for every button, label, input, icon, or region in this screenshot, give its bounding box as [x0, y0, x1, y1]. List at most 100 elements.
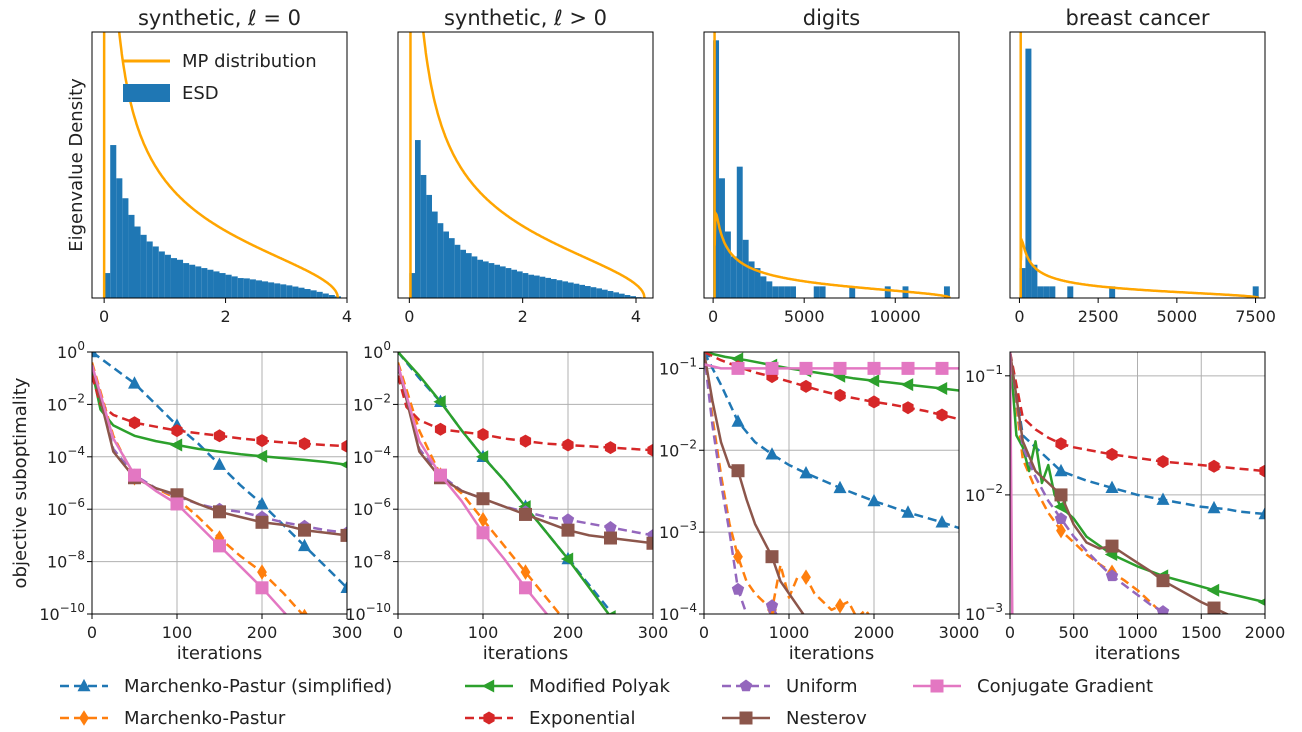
esd-bar	[471, 256, 478, 298]
x-tick-label: 2500	[1078, 307, 1119, 326]
esd-bar	[819, 286, 826, 298]
esd-bar	[713, 40, 720, 298]
series-marker	[434, 422, 447, 436]
legend-label: MP distribution	[182, 51, 317, 72]
legend-marker	[79, 710, 89, 726]
x-tick-label: 2000	[1245, 623, 1286, 642]
esd-bar	[437, 223, 444, 298]
legend-label: Nesterov	[786, 708, 867, 729]
y-tick-label: 10−3	[659, 519, 697, 542]
series-marker	[171, 424, 183, 438]
esd-bar	[304, 289, 311, 298]
series-marker	[1056, 522, 1066, 539]
series-marker	[647, 443, 653, 457]
esd-bar	[730, 256, 737, 298]
series-marker	[833, 361, 847, 375]
esd-bar	[466, 253, 472, 298]
series-marker	[301, 608, 308, 614]
esd-bar	[274, 283, 281, 298]
esd-bar	[328, 295, 335, 298]
series-marker	[1055, 437, 1067, 451]
series-marker	[834, 388, 846, 402]
hist-panel-3: 0 5000 10000 digits	[703, 6, 960, 326]
series-line	[1010, 352, 1164, 614]
series-marker	[562, 438, 574, 452]
series-marker	[799, 466, 813, 479]
series-marker	[936, 408, 948, 422]
esd-bar	[494, 264, 500, 298]
plot-area	[92, 352, 347, 614]
hist-panel-4: 0 2500 5000 7500 breast cancer	[1009, 6, 1276, 326]
series-marker	[1207, 500, 1221, 514]
esd-bar	[624, 295, 631, 298]
x-tick-label: 4	[631, 307, 641, 326]
esd-bar	[596, 288, 602, 298]
x-tick-label: 2	[220, 307, 230, 326]
x-tick-label: 3000	[939, 623, 980, 642]
x-tick-label: 0	[1005, 623, 1015, 642]
legend-label: Marchenko-Pastur (simplified)	[124, 676, 392, 697]
series-line	[704, 352, 778, 614]
esd-bar	[443, 231, 449, 298]
x-tick-label: 2	[518, 307, 528, 326]
series-line	[1010, 352, 1169, 614]
esd-bar	[415, 140, 421, 298]
esd-bar	[813, 286, 820, 298]
series-line	[704, 352, 805, 614]
x-tick-label: 100	[162, 623, 193, 642]
panel-title: breast cancer	[1066, 6, 1210, 30]
esd-bar	[152, 246, 159, 298]
plot-area	[1010, 352, 1265, 614]
series-marker	[1053, 500, 1067, 514]
x-tick-label: 500	[1058, 623, 1089, 642]
esd-bar	[790, 286, 796, 298]
esd-bar	[280, 284, 287, 298]
mp-curve	[1019, 237, 1260, 298]
conv-panel-3: 0 1000 2000 3000 10−1 10−2 10−3 10−4 iterations	[659, 351, 980, 664]
esd-bar	[110, 145, 117, 298]
hist-panel-2: 0 2 4 synthetic, ℓ > 0	[397, 6, 654, 326]
panel-title: synthetic, ℓ > 0	[444, 6, 607, 30]
series-marker	[519, 507, 532, 521]
series-marker	[1259, 464, 1265, 478]
series-marker	[213, 505, 226, 519]
top-legend: MP distribution ESD	[123, 51, 317, 104]
esd-bar	[772, 286, 779, 298]
x-tick-label: 300	[638, 623, 669, 642]
series-marker	[340, 528, 347, 542]
plot-area	[1019, 32, 1260, 298]
series-marker	[765, 599, 779, 612]
esd-bar	[1252, 286, 1259, 298]
esd-bar	[134, 226, 141, 298]
esd-bar	[201, 268, 208, 298]
esd-bar	[784, 286, 791, 298]
y-tick-label: 10−4	[353, 444, 391, 467]
esd-bar	[219, 273, 226, 298]
series-marker	[254, 449, 268, 463]
series-marker	[561, 513, 575, 525]
x-tick-label: 1000	[1117, 623, 1158, 642]
esd-bar	[1109, 286, 1116, 298]
esd-bar	[500, 266, 506, 298]
series-marker	[646, 536, 653, 550]
x-axis-label: iterations	[1095, 643, 1180, 664]
series-marker	[298, 523, 311, 537]
series-marker	[1258, 506, 1265, 520]
series-marker	[1156, 605, 1170, 614]
esd-bar	[545, 277, 551, 298]
x-tick-label: 1000	[769, 623, 810, 642]
y-tick-label: 10−6	[353, 496, 391, 519]
legend-label: Exponential	[529, 708, 635, 729]
esd-bar	[249, 279, 256, 298]
legend-label: Conjugate Gradient	[977, 676, 1153, 697]
x-tick-label: 0	[1014, 307, 1024, 326]
esd-bar	[1025, 48, 1032, 298]
axes-frame	[703, 31, 960, 299]
esd-bar	[613, 292, 619, 298]
series-marker	[128, 416, 141, 430]
x-tick-label: 0	[393, 623, 403, 642]
series-marker	[213, 539, 226, 553]
x-tick-label: 200	[247, 623, 278, 642]
esd-bar	[454, 244, 461, 298]
